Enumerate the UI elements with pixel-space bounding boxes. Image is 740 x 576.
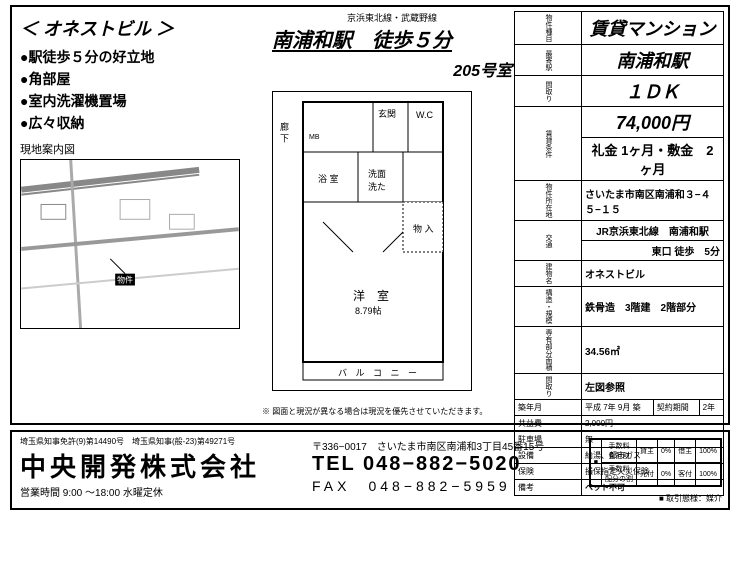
fp-entrance: 玄関 bbox=[378, 107, 396, 120]
fee-lbl2: 手数料 配分の割 bbox=[601, 463, 636, 486]
floor-plan: 廊 下 玄関 W.C 浴 室 洗面 洗た 物 入 洋 室 8.79帖 バ ル コ… bbox=[272, 91, 472, 391]
left-column: ＜ オネストビル ＞ ●駅徒歩５分の好立地 ●角部屋 ●室内洗濯機置場 ●広々収… bbox=[20, 15, 260, 329]
feature-bullet: ●駅徒歩５分の好立地 bbox=[20, 47, 260, 67]
fp-bath: 浴 室 bbox=[318, 172, 339, 185]
fp-main: 洋 室 bbox=[353, 287, 389, 304]
lbl-type: 物件種目 bbox=[515, 12, 582, 45]
val-struct: 鉄骨造 3階建 2階部分 bbox=[582, 287, 724, 327]
center-column: 京浜東北線・武蔵野線 南浦和駅 徒歩５分 205号室 廊 下 玄関 W.C 浴 … bbox=[272, 11, 512, 391]
lbl-struct: 構造・規模 bbox=[515, 287, 582, 327]
postal-address: 〒336−0017 さいたま市南区南浦和3丁目45番15号 bbox=[312, 438, 544, 453]
lbl-station: 最寄駅 bbox=[515, 45, 582, 76]
val-addr: さいたま市南区南浦和３−４５−１５ bbox=[582, 181, 724, 221]
details-table: 物件種目 賃貸マンション 最寄駅 南浦和駅 間取り １ＤＫ 賃貸条件 74,00… bbox=[514, 11, 724, 496]
lbl-rent: 賃貸条件 bbox=[515, 107, 582, 181]
agency-footer: 埼玉県知事免許(9)第14490号 埼玉県知事(般-23)第49271号 中央開… bbox=[10, 430, 730, 510]
lbl-layout: 間取り bbox=[515, 76, 582, 107]
val-deposit: 礼金 1ヶ月・敷金 2ヶ月 bbox=[582, 138, 724, 181]
feature-bullet: ●広々収納 bbox=[20, 113, 260, 133]
lbl-bldg: 建物名 bbox=[515, 261, 582, 287]
val-type: 賃貸マンション bbox=[582, 12, 724, 45]
fee-kashi: 貸主 bbox=[636, 440, 657, 463]
fee-table: ■手数料 負担割 貸主0% 借主100% 手数料 配分の割 元付0% 客付100… bbox=[589, 438, 722, 487]
fp-mb: MB bbox=[309, 134, 320, 141]
plan-footnote: ※ 図面と現況が異なる場合は現況を優先させていただきます。 bbox=[262, 406, 487, 417]
fp-corridor: 廊 下 bbox=[278, 122, 291, 143]
fax-number: FAX 048−882−5959 bbox=[312, 476, 544, 496]
location-map: 物件 bbox=[20, 159, 240, 329]
lbl-contract: 契約期間 bbox=[653, 400, 699, 416]
feature-bullet: ●角部屋 bbox=[20, 69, 260, 89]
building-title: ＜ オネストビル ＞ bbox=[20, 15, 260, 41]
lbl-built: 築年月 bbox=[515, 400, 582, 416]
station-headline: 南浦和駅 徒歩５分 bbox=[272, 24, 512, 53]
val-access1: JR京浜東北線 南浦和駅 bbox=[582, 221, 724, 241]
listing-sheet: ＜ オネストビル ＞ ●駅徒歩５分の好立地 ●角部屋 ●室内洗濯機置場 ●広々収… bbox=[10, 5, 730, 425]
fee-v: 100% bbox=[696, 463, 721, 486]
train-line: 京浜東北線・武蔵野線 bbox=[272, 11, 512, 24]
lbl-access: 交通 bbox=[515, 221, 582, 261]
fp-balcony: バ ル コ ニ ー bbox=[338, 366, 420, 379]
feature-bullet: ●室内洗濯機置場 bbox=[20, 91, 260, 111]
fee-moto: 元付 bbox=[636, 463, 657, 486]
fp-wc: W.C bbox=[416, 110, 433, 120]
fee-lbl1: 手数料 負担割 bbox=[601, 440, 636, 463]
val-plan: 左図参照 bbox=[582, 374, 724, 400]
fp-main-size: 8.79帖 bbox=[355, 304, 382, 317]
fee-v: 0% bbox=[657, 440, 674, 463]
svg-text:物件: 物件 bbox=[117, 275, 133, 285]
lbl-addr: 物件所在地 bbox=[515, 181, 582, 221]
fee-v: 100% bbox=[696, 440, 721, 463]
fee-kari: 借主 bbox=[675, 440, 696, 463]
val-bldg: オネストビル bbox=[582, 261, 724, 287]
lbl-plan: 間取り bbox=[515, 374, 582, 400]
val-station: 南浦和駅 bbox=[582, 45, 724, 76]
fp-washroom: 洗面 洗た bbox=[368, 167, 386, 193]
lbl-area: 専有部分面積 bbox=[515, 327, 582, 374]
fee-v: 0% bbox=[657, 463, 674, 486]
phone-number: TEL 048−882−5020 bbox=[312, 453, 544, 476]
val-area: 34.56㎡ bbox=[582, 327, 724, 374]
contact-block: 〒336−0017 さいたま市南区南浦和3丁目45番15号 TEL 048−88… bbox=[312, 438, 544, 496]
val-built: 平成 7年 9月 築 bbox=[582, 400, 654, 416]
room-number: 205号室 bbox=[272, 57, 512, 81]
val-contract: 2年 bbox=[699, 400, 723, 416]
map-label: 現地案内図 bbox=[20, 141, 260, 157]
broker-type: ■ 取引態様：媒介 bbox=[659, 493, 722, 504]
fp-closet: 物 入 bbox=[413, 222, 434, 235]
val-rent: 74,000円 bbox=[582, 107, 724, 138]
fee-kyaku: 客付 bbox=[675, 463, 696, 486]
val-layout: １ＤＫ bbox=[582, 76, 724, 107]
val-access2: 東口 徒歩 5分 bbox=[582, 241, 724, 261]
